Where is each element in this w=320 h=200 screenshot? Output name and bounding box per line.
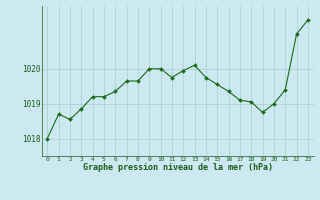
X-axis label: Graphe pression niveau de la mer (hPa): Graphe pression niveau de la mer (hPa) xyxy=(83,163,273,172)
